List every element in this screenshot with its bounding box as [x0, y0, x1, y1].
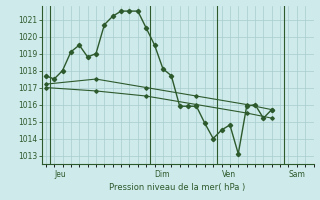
Text: Dim: Dim [155, 170, 170, 179]
Text: Jeu: Jeu [54, 170, 66, 179]
Text: Pression niveau de la mer( hPa ): Pression niveau de la mer( hPa ) [109, 183, 246, 192]
Text: Sam: Sam [289, 170, 305, 179]
Text: Ven: Ven [221, 170, 236, 179]
